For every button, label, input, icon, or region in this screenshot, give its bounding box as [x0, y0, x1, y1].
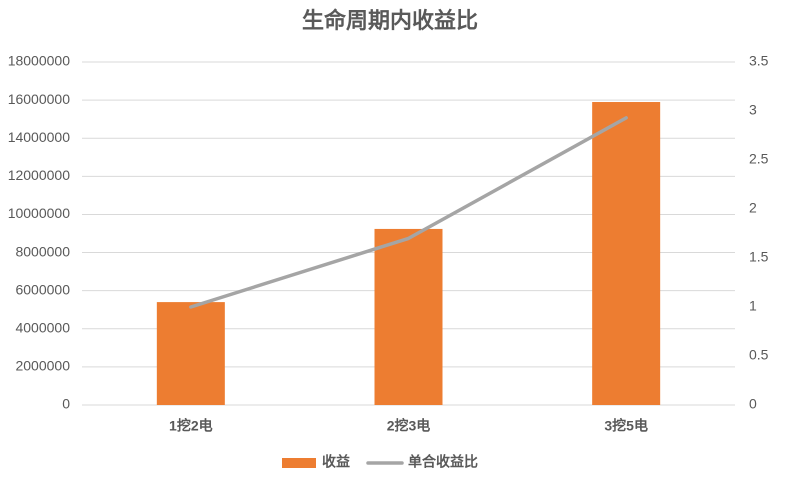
y-tick-label: 14000000: [8, 129, 71, 145]
y2-tick-label: 3.5: [749, 53, 769, 69]
y-tick-label: 16000000: [8, 91, 71, 107]
y-tick-label: 4000000: [15, 319, 70, 335]
legend-label: 单合收益比: [408, 454, 478, 470]
y-tick-label: 10000000: [8, 205, 71, 221]
legend-label: 收益: [322, 454, 350, 470]
x-tick-label: 3挖5电: [604, 418, 648, 434]
legend-swatch: [282, 458, 316, 468]
y2-tick-label: 2.5: [749, 151, 769, 167]
x-tick-label: 2挖3电: [387, 418, 431, 434]
x-tick-label: 1挖2电: [169, 418, 213, 434]
bar: [156, 302, 225, 405]
y2-tick-label: 1: [749, 298, 757, 314]
y-tick-label: 8000000: [15, 243, 70, 259]
y2-tick-label: 0.5: [749, 347, 769, 363]
y2-tick-label: 2: [749, 200, 757, 216]
y2-tick-label: 3: [749, 102, 757, 118]
y-tick-label: 18000000: [8, 53, 71, 69]
bar: [592, 102, 661, 406]
y-tick-label: 12000000: [8, 167, 71, 183]
bar: [374, 228, 443, 405]
y-tick-label: 2000000: [15, 358, 70, 374]
y-tick-label: 6000000: [15, 281, 70, 297]
y2-tick-label: 0: [749, 396, 757, 412]
chart-title: 生命周期内收益比: [302, 8, 478, 33]
y2-tick-label: 1.5: [749, 249, 769, 265]
y-tick-label: 0: [62, 396, 70, 412]
line: [189, 116, 628, 309]
